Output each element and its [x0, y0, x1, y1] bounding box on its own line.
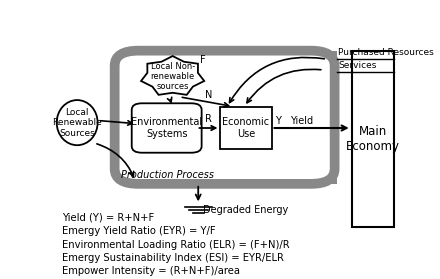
- Text: Yield (Y) = R+N+F: Yield (Y) = R+N+F: [62, 213, 154, 223]
- FancyBboxPatch shape: [132, 103, 202, 153]
- Text: Environmental
Systems: Environmental Systems: [131, 117, 202, 139]
- Text: Degraded Energy: Degraded Energy: [203, 205, 289, 215]
- Text: R: R: [205, 114, 212, 124]
- Text: Y: Y: [275, 116, 281, 126]
- Ellipse shape: [57, 100, 98, 145]
- Text: Purchased Resources: Purchased Resources: [338, 48, 434, 57]
- Text: Local Non-
renewable
sources: Local Non- renewable sources: [150, 62, 195, 91]
- Bar: [352, 51, 394, 227]
- Text: F: F: [200, 55, 205, 65]
- Text: Yield: Yield: [290, 116, 313, 126]
- Bar: [220, 107, 271, 150]
- Text: Services: Services: [338, 61, 377, 70]
- Text: N: N: [205, 90, 212, 100]
- Text: Local
Renewable
Sources: Local Renewable Sources: [52, 108, 102, 138]
- Text: Empower Intensity = (R+N+F)/area: Empower Intensity = (R+N+F)/area: [62, 266, 240, 276]
- Text: Main
Economy: Main Economy: [346, 125, 400, 153]
- Text: Environmental Loading Ratio (ELR) = (F+N)/R: Environmental Loading Ratio (ELR) = (F+N…: [62, 239, 290, 249]
- Polygon shape: [141, 56, 204, 95]
- Text: Production Process: Production Process: [121, 170, 214, 180]
- Text: Emergy Yield Ratio (EYR) = Y/F: Emergy Yield Ratio (EYR) = Y/F: [62, 226, 216, 236]
- Text: Economic
Use: Economic Use: [222, 117, 270, 139]
- Bar: [330, 51, 337, 184]
- Text: Emergy Sustainability Index (ESI) = EYR/ELR: Emergy Sustainability Index (ESI) = EYR/…: [62, 253, 284, 263]
